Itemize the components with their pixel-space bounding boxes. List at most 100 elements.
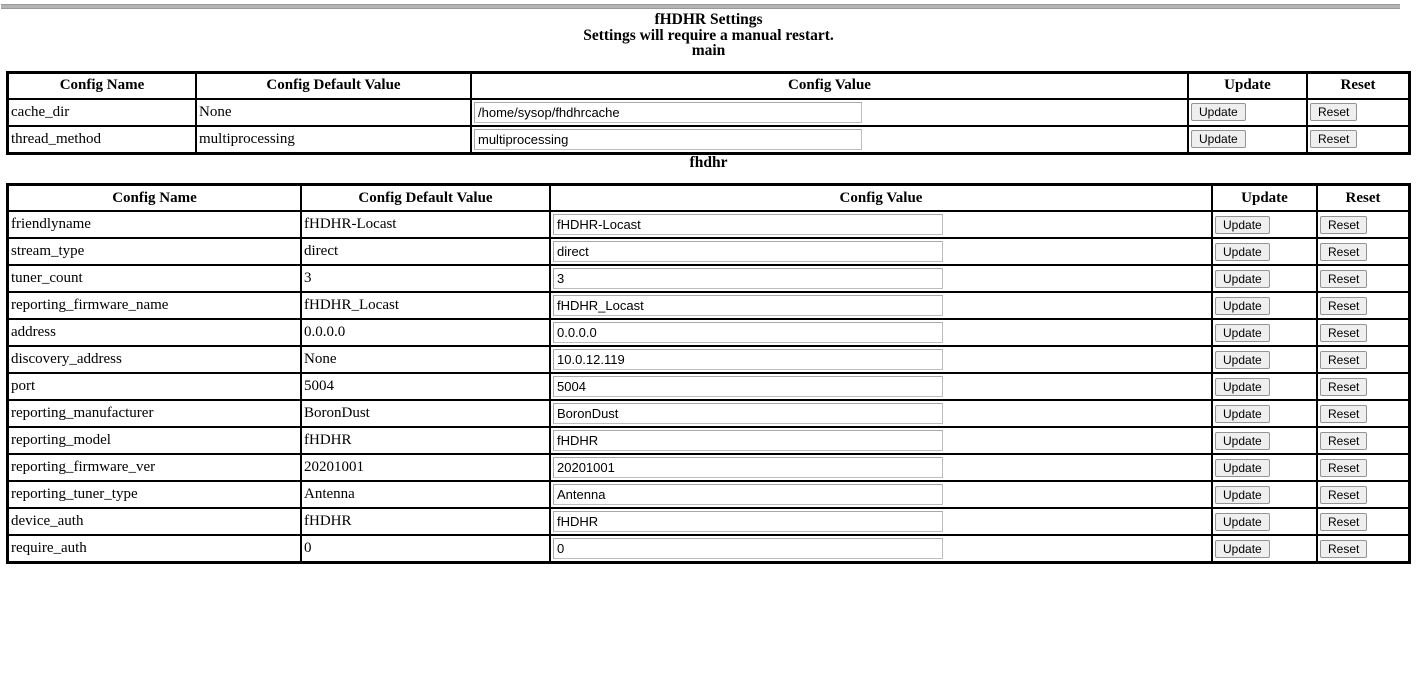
cell-config-value [550,265,1212,292]
cell-config-name: stream_type [8,238,301,265]
config-value-input-reporting_firmware_ver[interactable] [553,457,943,478]
reset-button-port[interactable]: Reset [1320,377,1368,396]
config-value-input-device_auth[interactable] [553,511,943,532]
config-value-input-thread_method[interactable] [474,128,862,150]
config-value-input-tuner_count[interactable] [553,268,943,289]
cell-config-name: friendlyname [8,211,301,238]
cell-reset: Reset [1317,373,1409,400]
update-button-device_auth[interactable]: Update [1215,512,1270,531]
settings-page: fHDHR Settings Settings will require a m… [6,12,1411,564]
cell-config-value [550,319,1212,346]
cell-config-name: discovery_address [8,346,301,373]
cell-config-default: multiprocessing [196,125,471,153]
cell-reset: Reset [1317,319,1409,346]
update-button-reporting_firmware_ver[interactable]: Update [1215,458,1270,477]
col-config-name: Config Name [8,185,301,211]
update-button-discovery_address[interactable]: Update [1215,350,1270,369]
cell-config-default: None [301,346,550,373]
reset-button-reporting_firmware_name[interactable]: Reset [1320,296,1368,315]
reset-button-reporting_firmware_ver[interactable]: Reset [1320,458,1368,477]
update-button-port[interactable]: Update [1215,377,1270,396]
update-button-reporting_manufacturer[interactable]: Update [1215,404,1270,423]
reset-button-discovery_address[interactable]: Reset [1320,350,1368,369]
cell-config-name: reporting_tuner_type [8,481,301,508]
update-button-tuner_count[interactable]: Update [1215,269,1270,288]
cell-config-value [471,125,1188,153]
reset-button-tuner_count[interactable]: Reset [1320,269,1368,288]
settings-table-main: Config Name Config Default Value Config … [6,70,1411,155]
update-button-thread_method[interactable]: Update [1191,130,1246,148]
config-value-input-reporting_firmware_name[interactable] [553,295,943,316]
cell-config-name: reporting_manufacturer [8,400,301,427]
cell-config-default: Antenna [301,481,550,508]
reset-button-reporting_model[interactable]: Reset [1320,431,1368,450]
config-value-input-discovery_address[interactable] [553,349,943,370]
update-button-friendlyname[interactable]: Update [1215,215,1270,234]
cell-config-value [550,238,1212,265]
config-value-input-reporting_model[interactable] [553,430,943,451]
config-value-input-require_auth[interactable] [553,538,943,559]
cell-config-default: fHDHR [301,427,550,454]
reset-button-reporting_tuner_type[interactable]: Reset [1320,485,1368,504]
reset-button-require_auth[interactable]: Reset [1320,539,1368,558]
col-config-default: Config Default Value [196,72,471,99]
config-value-input-reporting_tuner_type[interactable] [553,484,943,505]
update-button-reporting_model[interactable]: Update [1215,431,1270,450]
update-button-reporting_tuner_type[interactable]: Update [1215,485,1270,504]
cell-reset: Reset [1317,238,1409,265]
cell-config-name: device_auth [8,508,301,535]
cell-update: Update [1212,535,1317,562]
reset-button-friendlyname[interactable]: Reset [1320,215,1368,234]
config-value-input-stream_type[interactable] [553,241,943,262]
update-button-require_auth[interactable]: Update [1215,539,1270,558]
header-row: Config Name Config Default Value Config … [8,185,1409,211]
cell-reset: Reset [1317,211,1409,238]
update-button-reporting_firmware_name[interactable]: Update [1215,296,1270,315]
cell-config-value [550,427,1212,454]
horizontal-scrollbar[interactable] [1,4,1400,9]
cell-config-default: 3 [301,265,550,292]
header-row: Config Name Config Default Value Config … [8,72,1409,99]
cell-config-default: fHDHR_Locast [301,292,550,319]
reset-button-thread_method[interactable]: Reset [1310,130,1358,148]
cell-reset: Reset [1317,400,1409,427]
cell-reset: Reset [1317,481,1409,508]
section-heading-main: main [691,42,726,59]
cell-config-value [550,400,1212,427]
cell-update: Update [1212,427,1317,454]
cell-update: Update [1188,98,1307,126]
update-button-cache_dir[interactable]: Update [1191,103,1246,121]
table-body-fhdhr: friendlynamefHDHR-LocastUpdateResetstrea… [8,211,1409,562]
update-button-stream_type[interactable]: Update [1215,242,1270,261]
cell-config-name: reporting_model [8,427,301,454]
cell-config-value [471,98,1188,126]
cell-config-value [550,373,1212,400]
config-value-input-address[interactable] [553,322,943,343]
config-value-input-port[interactable] [553,376,943,397]
cell-update: Update [1212,454,1317,481]
cell-config-value [550,211,1212,238]
config-value-input-cache_dir[interactable] [474,101,862,123]
reset-button-cache_dir[interactable]: Reset [1310,103,1358,121]
reset-button-device_auth[interactable]: Reset [1320,512,1368,531]
config-value-input-reporting_manufacturer[interactable] [553,403,943,424]
reset-button-address[interactable]: Reset [1320,323,1368,342]
update-button-address[interactable]: Update [1215,323,1270,342]
reset-button-reporting_manufacturer[interactable]: Reset [1320,404,1368,423]
cell-reset: Reset [1317,454,1409,481]
cell-update: Update [1212,265,1317,292]
config-value-input-friendlyname[interactable] [553,214,943,235]
cell-config-default: 20201001 [301,454,550,481]
section-heading-fhdhr: fhdhr [689,153,728,171]
reset-button-stream_type[interactable]: Reset [1320,242,1368,261]
